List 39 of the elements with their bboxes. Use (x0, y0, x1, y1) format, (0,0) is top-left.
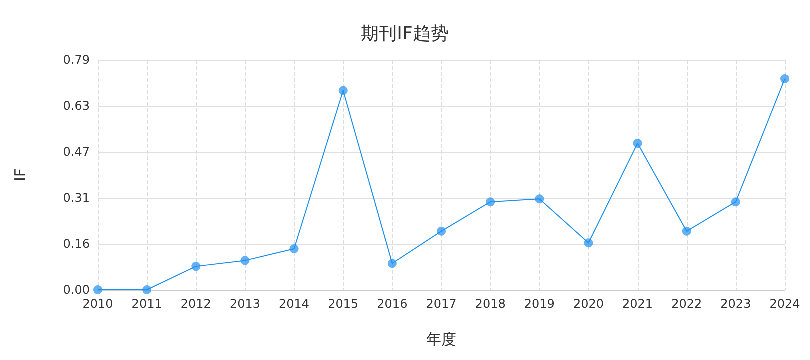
x-tick-label: 2021 (622, 297, 654, 311)
point (535, 194, 544, 204)
point (240, 256, 250, 266)
point (584, 238, 594, 248)
x-tick-label: 2018 (475, 297, 506, 311)
x-tick-label: 2019 (524, 297, 555, 311)
point (338, 86, 348, 96)
y-tick-label: 0.79 (63, 53, 90, 67)
x-tick-label: 2022 (672, 297, 702, 311)
point (290, 244, 299, 254)
y-tick-label: 0.63 (63, 99, 90, 113)
x-tick-label: 2011 (132, 297, 162, 311)
x-tick-label: 2017 (426, 297, 457, 311)
point (731, 198, 740, 207)
chart-title: 期刊IF趋势 (361, 24, 449, 44)
x-tick-label: 2013 (230, 297, 260, 311)
point (192, 262, 201, 272)
x-tick-label: 2014 (279, 297, 310, 311)
point (437, 226, 446, 236)
x-tick-label: 2020 (573, 297, 604, 311)
x-tick-label: 2016 (377, 297, 408, 311)
y-tick-label: 0.47 (63, 145, 90, 159)
x-tick-label: 2012 (180, 297, 212, 311)
x-tick-label: 2023 (720, 297, 752, 311)
y-axis-title: IF (12, 168, 30, 182)
point (780, 74, 790, 84)
point (142, 286, 152, 294)
point (94, 286, 102, 294)
x-axis-title: 年度 (426, 330, 456, 348)
y-tick-label: 0.00 (63, 283, 90, 297)
point (682, 226, 692, 236)
y-tick-label: 0.31 (63, 191, 90, 205)
point (633, 139, 642, 148)
y-tick-label: 0.16 (63, 237, 90, 251)
point (388, 259, 397, 268)
x-tick-label: 2010 (82, 297, 114, 311)
point (486, 198, 496, 207)
x-tick-label: 2015 (328, 297, 359, 311)
x-tick-label: 2024 (770, 297, 800, 311)
